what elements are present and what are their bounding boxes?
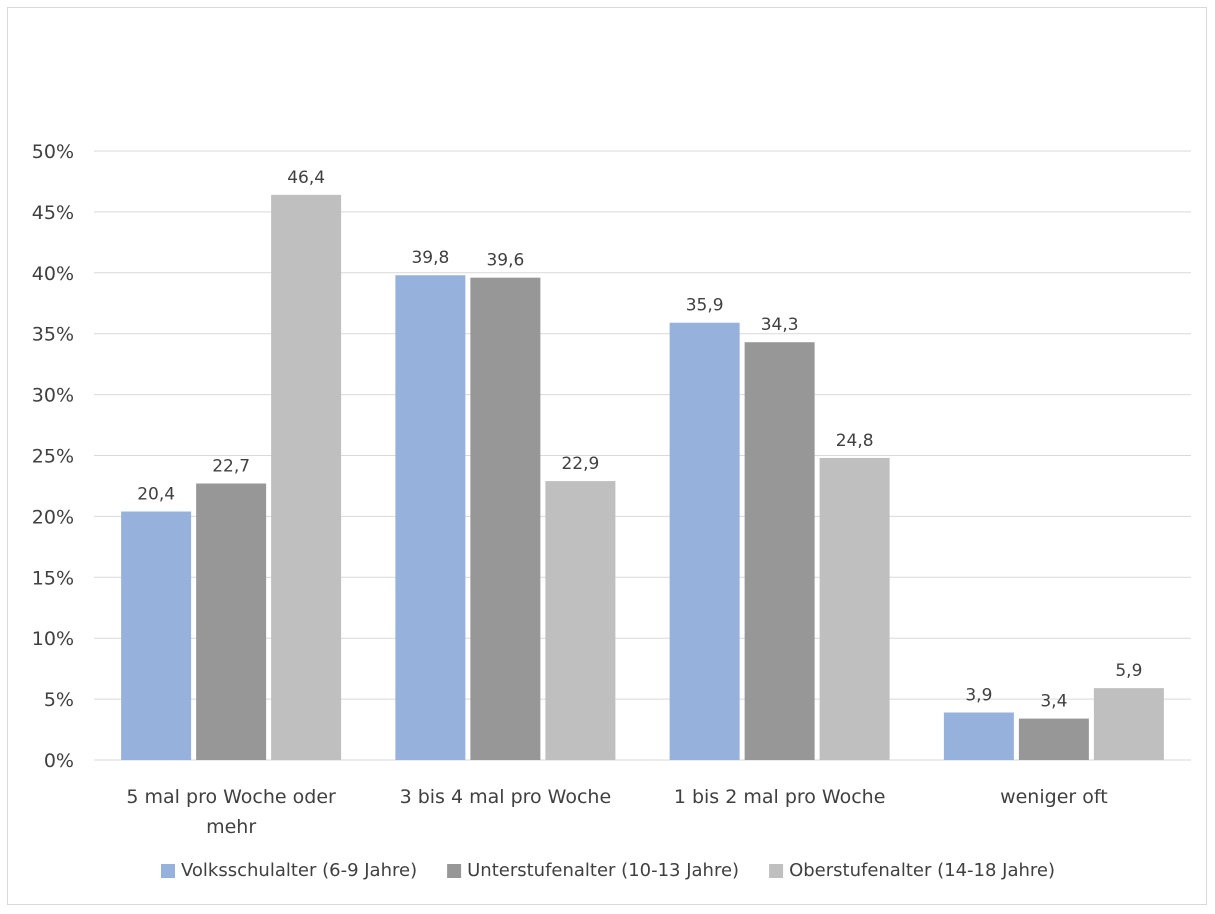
bar bbox=[271, 194, 342, 760]
legend-swatch bbox=[447, 864, 462, 878]
x-tick-label: mehr bbox=[206, 816, 256, 838]
x-tick-label: 3 bis 4 mal pro Woche bbox=[400, 786, 612, 808]
y-tick-label: 15% bbox=[32, 567, 74, 589]
data-labels: 20,4 22,7 46,4 39,8 39,6 22,9 35,9 34,3 24,8 3,9 3… bbox=[137, 168, 1142, 712]
legend-item: Oberstufenalter (14-18 Jahre) bbox=[769, 860, 1055, 881]
y-axis-tick-labels: 0% 5% 10% 15% 20% 25% 30% 35% 40% 45% 50% bbox=[32, 141, 74, 772]
data-label: 22,7 bbox=[212, 457, 250, 477]
legend-item: Unterstufenalter (10-13 Jahre) bbox=[447, 860, 739, 881]
legend-swatch bbox=[161, 864, 175, 878]
bar bbox=[1018, 718, 1089, 760]
legend: Volksschulalter (6-9 Jahre) Unterstufenal… bbox=[161, 860, 1055, 881]
data-label: 20,4 bbox=[137, 485, 175, 505]
y-tick-label: 25% bbox=[32, 446, 74, 468]
y-tick-label: 40% bbox=[32, 263, 74, 285]
bar bbox=[943, 712, 1014, 760]
legend-item: Volksschulalter (6-9 Jahre) bbox=[161, 860, 417, 881]
legend-label: Volksschulalter (6-9 Jahre) bbox=[181, 860, 417, 881]
y-tick-label: 0% bbox=[44, 750, 74, 772]
legend-swatch bbox=[769, 864, 784, 878]
x-tick-label: 1 bis 2 mal pro Woche bbox=[674, 786, 886, 808]
y-tick-label: 45% bbox=[32, 202, 74, 224]
data-label: 5,9 bbox=[1115, 661, 1142, 681]
bar bbox=[669, 322, 740, 760]
bar bbox=[1093, 688, 1164, 760]
bar bbox=[545, 481, 616, 760]
x-axis-tick-labels: 5 mal pro Woche oder mehr 3 bis 4 mal pro … bbox=[126, 786, 1107, 838]
data-label: 39,6 bbox=[486, 251, 524, 271]
data-label: 24,8 bbox=[836, 431, 874, 451]
x-tick-label: 5 mal pro Woche oder bbox=[126, 786, 336, 808]
bar bbox=[744, 342, 815, 760]
data-label: 46,4 bbox=[287, 168, 325, 188]
bars bbox=[121, 194, 1164, 760]
chart-frame: 0% 5% 10% 15% 20% 25% 30% 35% 40% 45% 50% 20,4 22,7… bbox=[7, 7, 1207, 905]
bar bbox=[121, 511, 192, 760]
bar bbox=[470, 277, 541, 760]
data-label: 34,3 bbox=[761, 315, 799, 335]
data-label: 3,4 bbox=[1040, 692, 1067, 712]
y-tick-label: 30% bbox=[32, 385, 74, 407]
y-tick-label: 20% bbox=[32, 506, 74, 528]
y-tick-label: 50% bbox=[32, 141, 74, 163]
x-tick-label: weniger oft bbox=[1000, 786, 1108, 808]
y-tick-label: 10% bbox=[32, 628, 74, 650]
bar-chart: 0% 5% 10% 15% 20% 25% 30% 35% 40% 45% 50% 20,4 22,7… bbox=[32, 141, 1191, 881]
bar bbox=[819, 457, 890, 760]
data-label: 39,8 bbox=[411, 248, 449, 268]
data-label: 35,9 bbox=[686, 296, 724, 316]
legend-label: Unterstufenalter (10-13 Jahre) bbox=[467, 860, 739, 881]
y-tick-label: 35% bbox=[32, 324, 74, 346]
legend-label: Oberstufenalter (14-18 Jahre) bbox=[789, 860, 1055, 881]
y-tick-label: 5% bbox=[44, 689, 74, 711]
data-label: 22,9 bbox=[561, 454, 599, 474]
bar bbox=[196, 483, 267, 760]
bar bbox=[395, 275, 466, 760]
data-label: 3,9 bbox=[965, 685, 992, 705]
